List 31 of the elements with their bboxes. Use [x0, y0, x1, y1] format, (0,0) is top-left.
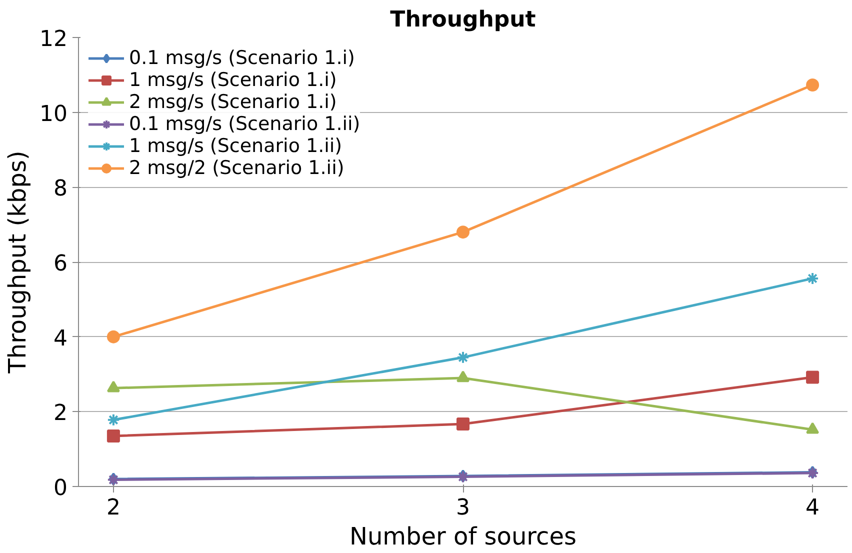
point — [806, 78, 820, 92]
point — [806, 422, 820, 434]
y-tick-label: 2 — [54, 401, 68, 426]
point — [106, 380, 120, 392]
y-tick-label: 8 — [54, 176, 68, 202]
legend-label: 0.1 msg/s (Scenario 1.ii) — [129, 113, 360, 135]
y-axis-title: Throughput (kbps) — [4, 150, 32, 374]
y-tick-label: 4 — [54, 326, 68, 352]
y-tick-label: 10 — [40, 102, 68, 127]
y-tick-label: 12 — [40, 27, 68, 52]
x-axis-title: Number of sources — [350, 522, 577, 550]
point — [106, 429, 120, 442]
x-tick-label: 2 — [106, 496, 120, 520]
point — [456, 370, 470, 382]
y-tick-label: 6 — [54, 252, 68, 276]
x-tick-label: 3 — [456, 496, 470, 520]
legend-label: 0.1 msg/s (Scenario 1.i) — [129, 47, 355, 69]
point — [456, 350, 470, 364]
legend-label: 2 msg/s (Scenario 1.i) — [129, 91, 337, 113]
point — [106, 330, 120, 344]
point — [456, 418, 470, 431]
point — [456, 226, 470, 239]
point — [806, 370, 820, 384]
legend-label: 2 msg/2 (Scenario 1.ii) — [129, 157, 344, 179]
legend-label: 1 msg/s (Scenario 1.i) — [129, 69, 337, 91]
y-tick-label: 0 — [54, 476, 68, 501]
point — [806, 272, 820, 285]
chart-title: Throughput — [390, 8, 536, 32]
point — [106, 413, 120, 426]
legend-label: 1 msg/s (Scenario 1.ii) — [129, 135, 342, 157]
x-tick-label: 4 — [806, 496, 820, 520]
